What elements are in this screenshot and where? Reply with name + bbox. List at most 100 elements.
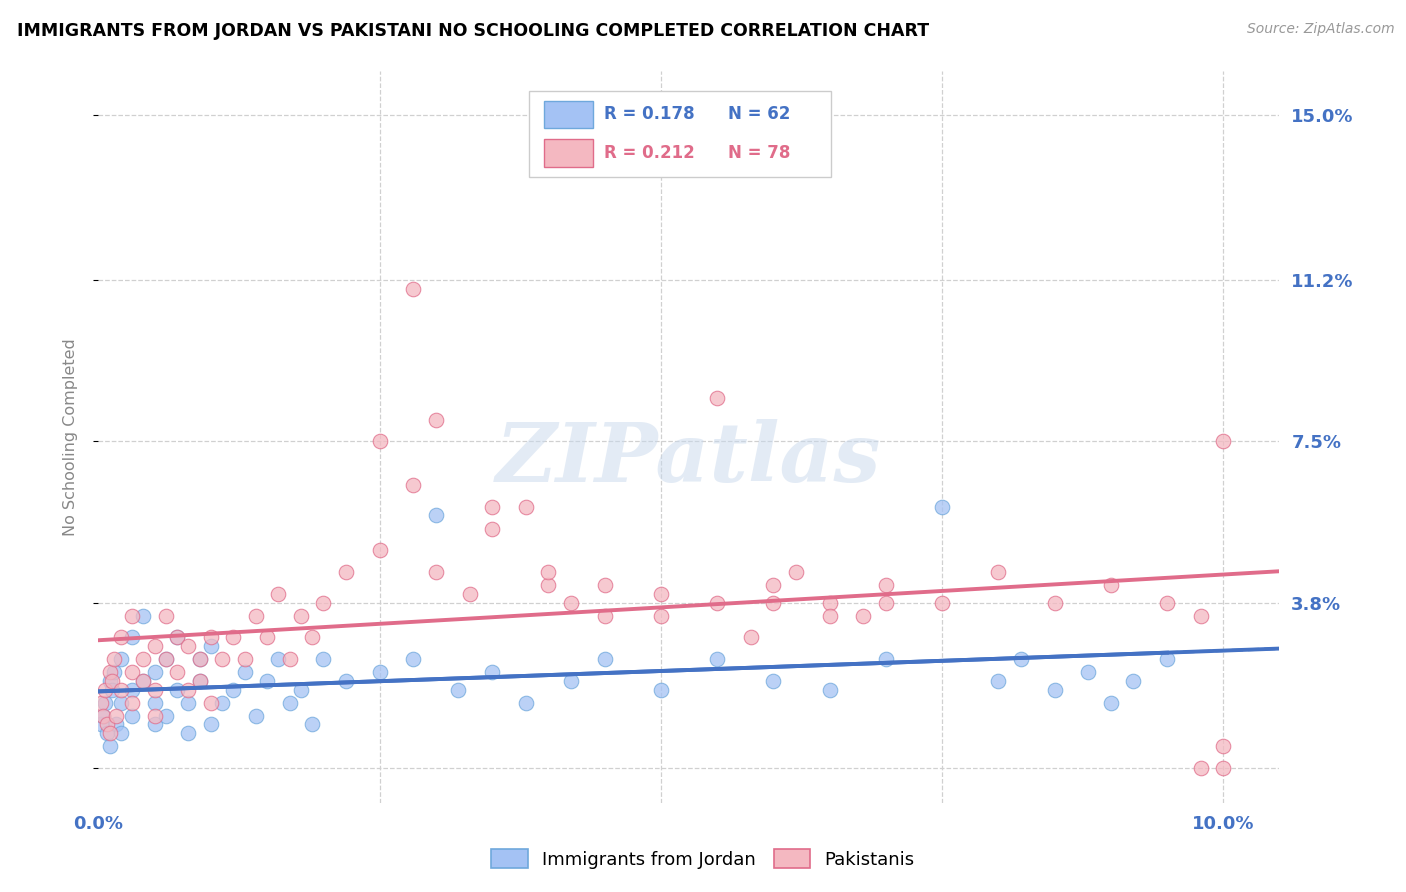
Point [143,696,166,710]
Point [931,595,953,609]
Point [222,682,245,697]
Point [987,673,1010,688]
Point [481,665,503,680]
Point [1077,665,1099,680]
Point [245,708,267,723]
Point [110,682,132,697]
Point [94,682,117,697]
Point [200,631,222,645]
Point [425,508,447,523]
Point [110,631,132,645]
Point [121,682,143,697]
Point [1212,434,1234,449]
Point [110,696,132,710]
Point [98,673,121,688]
Point [818,682,841,697]
Point [121,708,143,723]
Point [132,608,155,623]
Point [177,639,200,653]
Point [650,608,672,623]
Point [103,652,125,666]
Point [1043,595,1066,609]
Point [143,682,166,697]
Point [560,595,582,609]
Point [481,521,503,535]
Point [1189,608,1212,623]
Point [166,631,188,645]
Point [1212,761,1234,775]
Point [537,565,560,579]
Point [105,708,128,723]
Point [785,565,807,579]
Point [875,652,897,666]
Text: N = 62: N = 62 [728,105,790,123]
Point [155,652,177,666]
Point [188,652,211,666]
Point [278,652,301,666]
Point [132,673,155,688]
Point [188,673,211,688]
Point [368,543,391,558]
Point [245,608,267,623]
Y-axis label: No Schooling Completed: No Schooling Completed [63,338,77,536]
Point [101,673,124,688]
Point [402,282,425,296]
Point [91,708,114,723]
Point [706,652,728,666]
Point [290,682,312,697]
Point [256,631,278,645]
Point [155,608,177,623]
Point [177,682,200,697]
Point [312,652,335,666]
Point [155,652,177,666]
Point [335,565,357,579]
Point [368,665,391,680]
Point [143,717,166,731]
Point [335,673,357,688]
Point [593,578,616,592]
Point [1099,578,1122,592]
Point [121,608,143,623]
Point [706,391,728,405]
Point [762,595,785,609]
Point [98,726,121,740]
Point [1212,739,1234,754]
Point [96,717,118,731]
Point [1156,595,1178,609]
Point [301,717,323,731]
Text: ZIPatlas: ZIPatlas [496,419,882,499]
Point [200,696,222,710]
Point [762,673,785,688]
Point [447,682,470,697]
Point [188,652,211,666]
Point [1010,652,1032,666]
Point [515,500,537,514]
Point [121,696,143,710]
Point [425,412,447,426]
Point [650,587,672,601]
Point [818,608,841,623]
Point [650,682,672,697]
Point [143,639,166,653]
Point [931,500,953,514]
Point [1122,673,1144,688]
Point [706,595,728,609]
Point [762,578,785,592]
Point [233,665,256,680]
Point [177,726,200,740]
Point [121,631,143,645]
Legend: Immigrants from Jordan, Pakistanis: Immigrants from Jordan, Pakistanis [484,842,922,876]
Bar [544,101,593,128]
Point [110,652,132,666]
Point [91,708,114,723]
Point [222,631,245,645]
Point [166,631,188,645]
Point [200,639,222,653]
Point [94,696,117,710]
Point [121,665,143,680]
Point [105,717,128,731]
Point [233,652,256,666]
Point [143,708,166,723]
Bar [544,139,593,167]
Point [267,587,290,601]
